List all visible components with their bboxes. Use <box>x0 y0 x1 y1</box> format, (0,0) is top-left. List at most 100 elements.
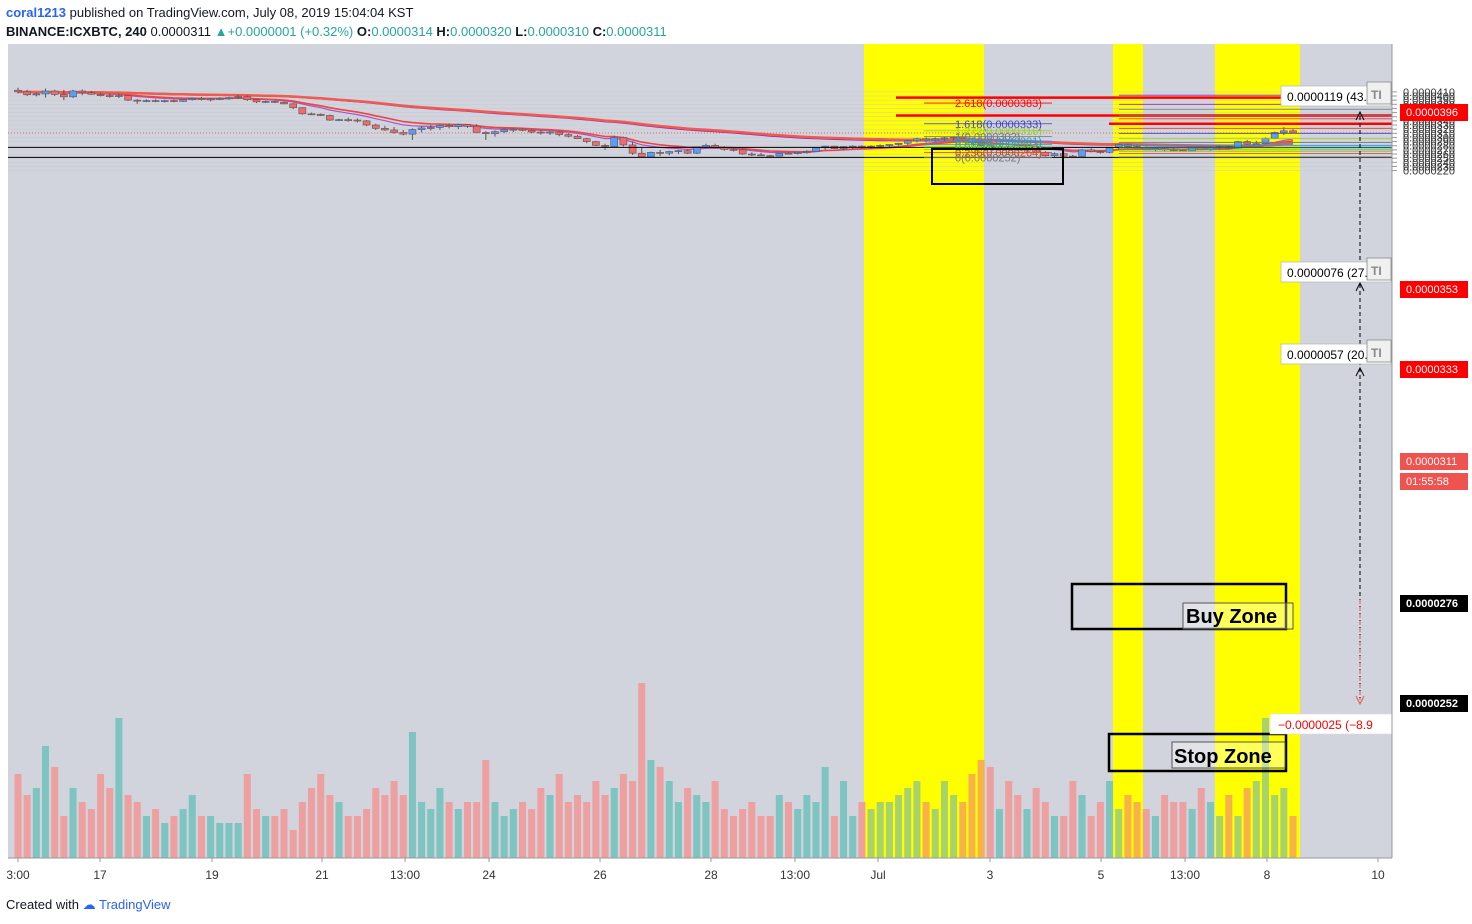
candle-body <box>968 138 976 144</box>
price-change: ▲+0.0000001 (+0.32%) <box>214 24 354 39</box>
volume-bar <box>399 795 407 858</box>
volume-bar <box>583 802 591 858</box>
candle <box>344 117 353 122</box>
candle-body <box>546 131 554 134</box>
price-chart[interactable]: 2.618(0.0000383) 1.618(0.0000333)1.272(0.… <box>0 0 1472 895</box>
volume-bar <box>473 802 481 858</box>
publish-line: coral1213 published on TradingView.com, … <box>6 3 1406 22</box>
volume-bar <box>1096 802 1104 858</box>
candle <box>160 99 169 103</box>
volume-bar <box>427 809 435 858</box>
tradingview-brand[interactable]: TradingView <box>99 897 171 912</box>
time-tick-label: 17 <box>93 868 107 882</box>
volume-bar <box>739 809 747 858</box>
price-tick-label: 0.0000410 <box>1403 87 1455 99</box>
volume-bar <box>1032 788 1040 858</box>
low-label: L: <box>515 24 528 39</box>
candle-body <box>637 152 646 158</box>
volume-bar <box>124 795 132 858</box>
open-value: 0.0000314 <box>371 24 433 39</box>
publisher-name[interactable]: coral1213 <box>6 5 66 20</box>
candle-body <box>748 153 756 156</box>
volume-bar <box>812 802 820 858</box>
candle <box>14 87 22 94</box>
volume-bar <box>1005 781 1013 858</box>
volume-bar <box>849 816 857 858</box>
volume-bar <box>729 816 737 858</box>
volume-bar <box>885 802 893 858</box>
candle <box>307 112 316 116</box>
candle-body <box>436 125 444 128</box>
fib-level-label: 0.786(0.0000291) <box>955 136 1042 148</box>
candle-body <box>1041 152 1050 156</box>
candle-body <box>601 145 609 147</box>
measure-ti-icon: TI <box>1371 264 1382 278</box>
volume-bar <box>1289 816 1297 858</box>
volume-bar <box>1170 802 1178 858</box>
measure-label: 0.0000076 (27.5 <box>1287 266 1375 280</box>
volume-bar <box>207 816 215 858</box>
candle <box>454 123 463 130</box>
time-tick-label: 5 <box>1098 868 1105 882</box>
candle <box>188 97 197 101</box>
candle-body <box>894 142 903 145</box>
candle-body <box>610 137 619 147</box>
candle-body <box>14 89 22 93</box>
volume-bar <box>408 732 416 858</box>
price-badge <box>1400 595 1468 612</box>
candle <box>206 98 215 102</box>
high-label: H: <box>436 24 451 39</box>
candle <box>527 129 536 134</box>
candle-body <box>371 124 380 129</box>
candle-body <box>426 127 435 129</box>
candle <box>170 99 178 103</box>
volume-bar <box>1124 795 1132 858</box>
candle <box>601 143 609 150</box>
time-tick-label: 28 <box>704 868 718 882</box>
volume-bar <box>821 767 829 858</box>
volume-bar <box>188 795 196 858</box>
candle-body <box>876 145 885 147</box>
candle <box>252 98 261 104</box>
candle <box>408 128 417 140</box>
chart-header: coral1213 published on TradingView.com, … <box>6 3 1406 41</box>
price-tick-label: 0.0000250 <box>1403 153 1455 165</box>
fib-level-label: 1.618(0.0000333) <box>955 119 1042 131</box>
volume-bar <box>23 795 31 858</box>
measure-arrow-up-icon <box>1355 281 1365 292</box>
candle-body <box>793 152 802 154</box>
price-badge <box>1400 453 1468 470</box>
measure-arrow-down-icon <box>1355 695 1365 706</box>
volume-bar <box>1014 795 1022 858</box>
volume-bar <box>32 788 40 858</box>
fib-level-label: 1.272(0.0000316) <box>955 126 1042 138</box>
price-tick-label: 0.0000280 <box>1403 141 1455 153</box>
volume-bar <box>794 809 802 858</box>
candle <box>50 89 59 96</box>
volume-bar <box>326 795 334 858</box>
volume-bar <box>895 795 903 858</box>
candle <box>426 125 435 131</box>
candle-body <box>940 137 949 140</box>
volume-bar <box>363 809 371 858</box>
candle-body <box>160 100 169 102</box>
volume-bar <box>161 823 169 858</box>
candle <box>628 141 637 155</box>
candle-body <box>124 95 132 101</box>
measure-arrow-up-icon <box>1355 110 1365 121</box>
volume-bar <box>1161 795 1169 858</box>
volume-bar <box>950 795 958 858</box>
price-badge-label: 0.0000333 <box>1406 364 1458 376</box>
footer: Created with ☁ TradingView <box>6 897 171 913</box>
volume-bar <box>693 795 701 858</box>
candle-body <box>958 136 967 139</box>
volume-bar <box>14 774 22 858</box>
volume-bar <box>748 802 756 858</box>
candle <box>1252 140 1261 146</box>
symbol-label[interactable]: BINANCE:ICXBTC, 240 <box>6 24 147 39</box>
fib-level-label: 0(0.0000252) <box>955 152 1020 164</box>
volume-bar <box>647 760 655 858</box>
candle-body <box>1105 147 1114 153</box>
volume-bar <box>170 816 178 858</box>
candle-body <box>32 93 41 96</box>
